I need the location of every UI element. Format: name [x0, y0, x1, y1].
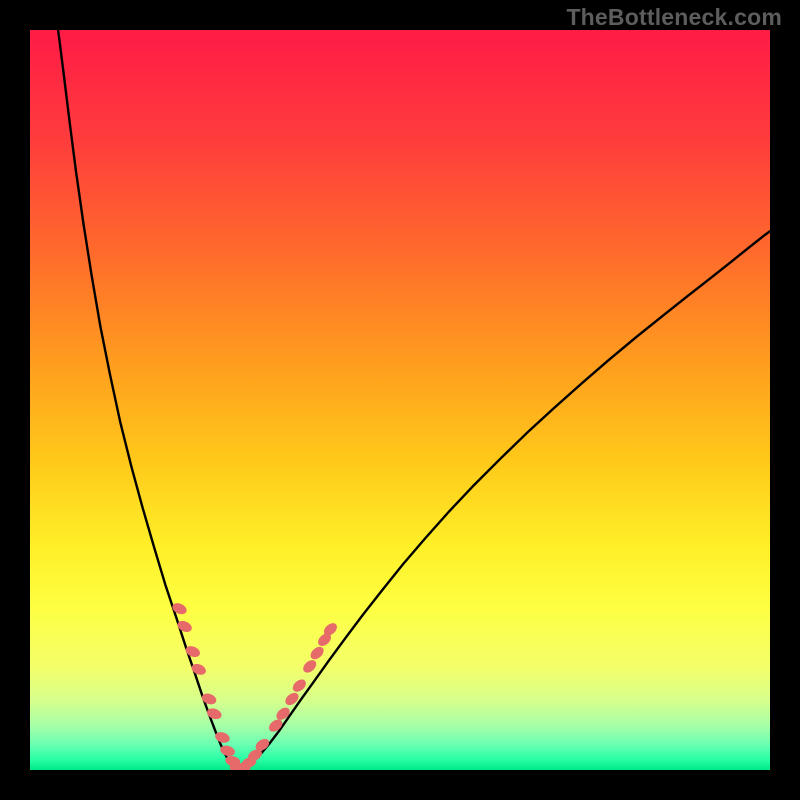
watermark-text: TheBottleneck.com: [566, 4, 782, 31]
bottleneck-curve-chart: [30, 30, 770, 770]
chart-stage: TheBottleneck.com: [0, 0, 800, 800]
plot-background: [30, 30, 770, 770]
